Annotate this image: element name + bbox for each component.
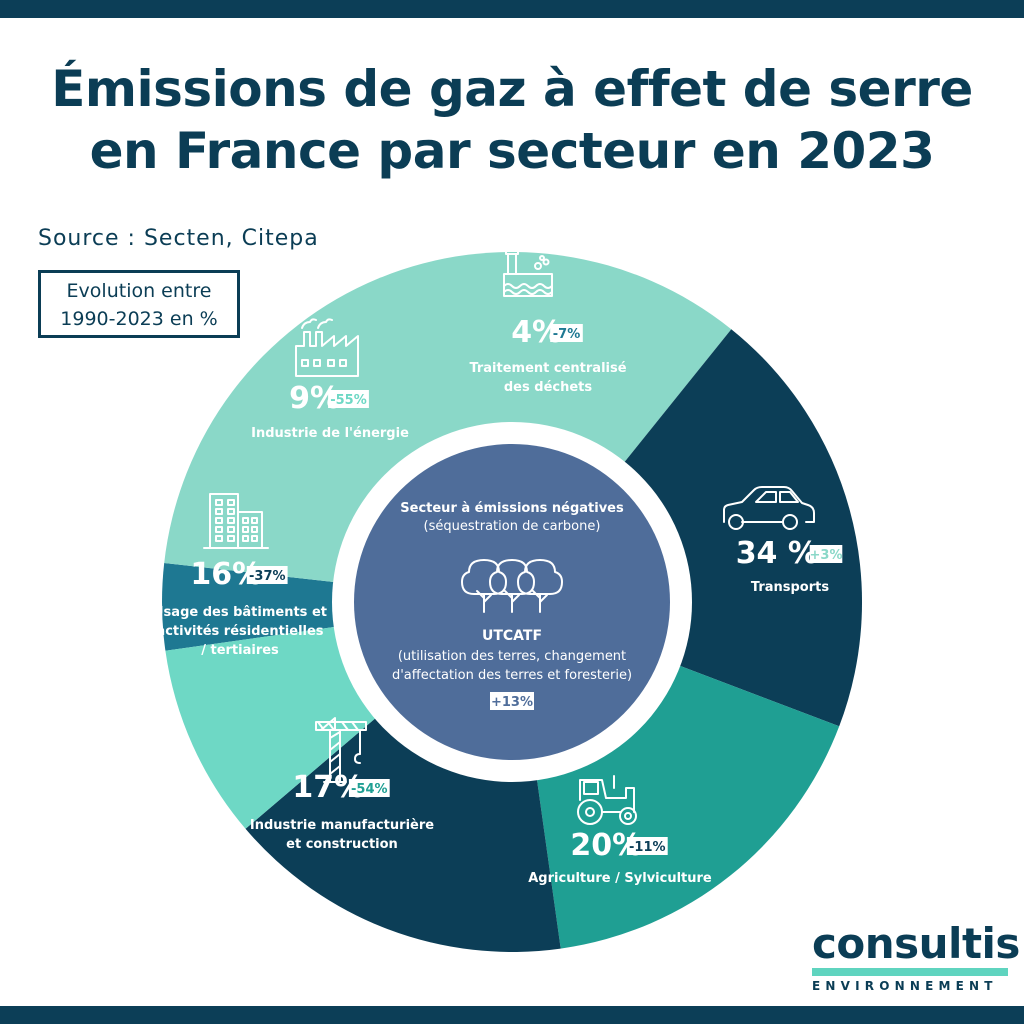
segment-label-5-0: Industrie de l'énergie bbox=[251, 426, 409, 441]
evolution-badge-3 bbox=[348, 779, 390, 797]
evolution-badge-2 bbox=[626, 837, 668, 855]
segment-label-3-0: Industrie manufacturière bbox=[250, 818, 434, 833]
logo-underline bbox=[812, 968, 1008, 976]
evolution-legend-box: Evolution entre 1990-2023 en % bbox=[38, 270, 240, 338]
evolution-value-0: -7% bbox=[553, 327, 580, 342]
evolution-badge-5 bbox=[328, 390, 369, 408]
center-name: UTCATF bbox=[482, 628, 542, 644]
consultis-logo: consultis ENVIRONNEMENT bbox=[812, 919, 1020, 993]
top-bar bbox=[0, 0, 1024, 18]
evolution-line-1: Evolution entre bbox=[66, 280, 212, 302]
segment-value-1: 34 % bbox=[736, 536, 818, 571]
bottom-bar bbox=[0, 1006, 1024, 1024]
center-desc-1: d'affectation des terres et foresterie) bbox=[392, 668, 632, 683]
evolution-value-1: +3% bbox=[810, 548, 843, 563]
logo-subtitle: ENVIRONNEMENT bbox=[812, 979, 998, 993]
page-title: Émissions de gaz à effet de serre en Fra… bbox=[0, 58, 1024, 182]
title-line-2: en France par secteur en 2023 bbox=[89, 122, 935, 180]
center-title: Secteur à émissions négatives bbox=[400, 501, 624, 516]
segment-label-4-0: Usage des bâtiments et bbox=[153, 605, 327, 620]
source-label: Source : Secten, Citepa bbox=[38, 226, 319, 251]
tractor-icon bbox=[577, 775, 637, 825]
segment-label-0-0: Traitement centralisé bbox=[469, 361, 626, 376]
evolution-value-2: -11% bbox=[629, 840, 666, 855]
logo-word: consultis bbox=[812, 919, 1020, 968]
car-icon bbox=[723, 486, 815, 530]
evolution-badge-0 bbox=[550, 324, 583, 342]
segment-label-3-1: et construction bbox=[286, 837, 398, 852]
waste-treatment-icon bbox=[503, 249, 553, 297]
crane-icon bbox=[315, 717, 367, 783]
evolution-value-5: -55% bbox=[330, 393, 367, 408]
building-icon bbox=[203, 493, 269, 549]
center-desc-0: (utilisation des terres, changement bbox=[398, 649, 626, 664]
title-line-1: Émissions de gaz à effet de serre bbox=[51, 60, 973, 118]
trees-icon bbox=[461, 559, 563, 613]
segment-label-1-0: Transports bbox=[751, 580, 829, 595]
segment-label-2-0: Agriculture / Sylviculture bbox=[528, 871, 712, 886]
factory-icon bbox=[295, 318, 359, 377]
segment-label-0-1: des déchets bbox=[504, 380, 593, 395]
evolution-line-2: 1990-2023 en % bbox=[60, 308, 218, 330]
evolution-value-3: -54% bbox=[351, 782, 388, 797]
center-evolution: +13% bbox=[491, 695, 533, 710]
evolution-badge-4 bbox=[246, 566, 288, 584]
center-evolution-badge bbox=[490, 692, 534, 710]
segment-label-4-1: activités résidentielles bbox=[156, 624, 323, 639]
segment-label-4-2: / tertiaires bbox=[201, 643, 279, 658]
donut-slice-1 bbox=[164, 251, 732, 602]
evolution-badge-1 bbox=[809, 545, 843, 563]
center-subtitle: (séquestration de carbone) bbox=[424, 519, 601, 534]
evolution-value-4: -37% bbox=[249, 569, 286, 584]
